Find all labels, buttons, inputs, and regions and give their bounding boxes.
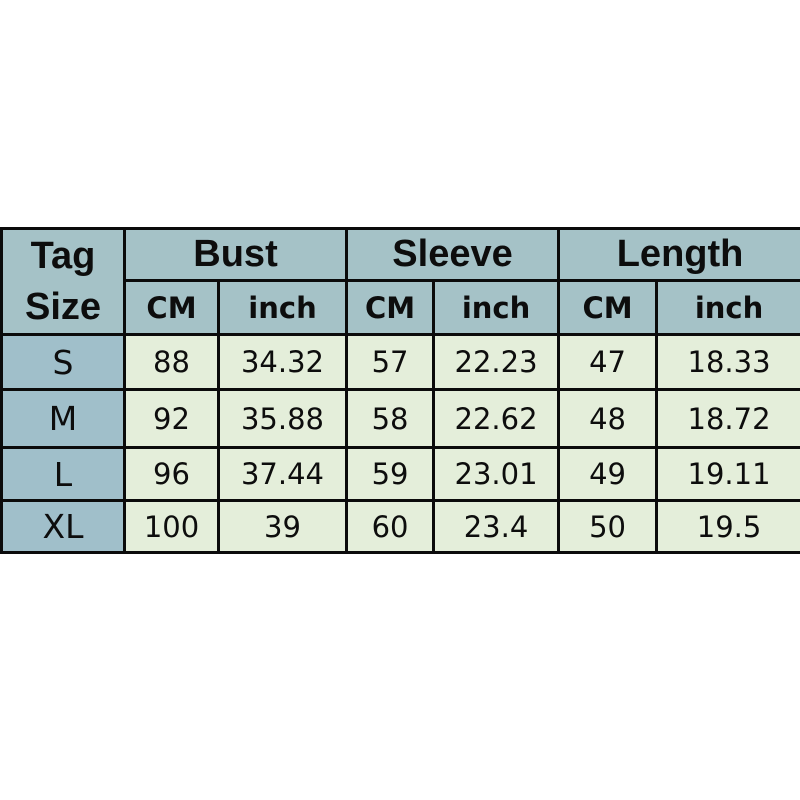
value-cell: 100 <box>123 499 220 554</box>
row-label-s: S <box>0 333 126 391</box>
subheader-sleeve-cm: CM <box>345 279 436 336</box>
value-cell: 50 <box>557 499 659 554</box>
value-cell: 37.44 <box>216 446 349 502</box>
table-row-xl: XL 100 39 60 23.4 50 19.5 <box>0 499 800 554</box>
value-cell: 57 <box>345 333 436 391</box>
header-group-row: Tag Size Bust Sleeve Length <box>0 227 800 336</box>
value-cell: 48 <box>557 388 659 449</box>
value-cell: 92 <box>123 388 220 449</box>
corner-header-line1: Tag <box>30 235 96 278</box>
subheader-bust-inch: inch <box>216 279 349 336</box>
value-cell: 18.72 <box>655 388 800 449</box>
value-cell: 35.88 <box>216 388 349 449</box>
table-row-s: S 88 34.32 57 22.23 47 18.33 <box>0 333 800 391</box>
value-cell: 59 <box>345 446 436 502</box>
row-label-xl: XL <box>0 499 126 554</box>
value-cell: 88 <box>123 333 220 391</box>
row-label-m: M <box>0 388 126 449</box>
header-sub-row: CM inch CM inch CM inch <box>2 279 800 336</box>
subheader-length-cm: CM <box>557 279 659 336</box>
column-group-bust: Bust <box>122 227 349 282</box>
column-group-sleeve: Sleeve <box>345 227 561 282</box>
table-row-l: L 96 37.44 59 23.01 49 19.11 <box>0 446 800 502</box>
value-cell: 58 <box>345 388 436 449</box>
value-cell: 19.5 <box>655 499 800 554</box>
size-chart-table: Tag Size Bust Sleeve Length CM inch CM i… <box>0 227 800 554</box>
value-cell: 22.62 <box>432 388 561 449</box>
row-label-l: L <box>0 446 126 502</box>
value-cell: 23.01 <box>432 446 561 502</box>
corner-header-tag-size: Tag Size <box>0 227 126 336</box>
value-cell: 22.23 <box>432 333 561 391</box>
value-cell: 34.32 <box>216 333 349 391</box>
value-cell: 60 <box>345 499 436 554</box>
value-cell: 19.11 <box>655 446 800 502</box>
corner-header-line2: Size <box>24 285 102 328</box>
table-row-m: M 92 35.88 58 22.62 48 18.72 <box>0 388 800 449</box>
value-cell: 49 <box>557 446 659 502</box>
subheader-bust-cm: CM <box>123 279 220 336</box>
column-group-length: Length <box>557 227 800 282</box>
value-cell: 47 <box>557 333 659 391</box>
subheader-sleeve-inch: inch <box>432 279 561 336</box>
value-cell: 39 <box>216 499 349 554</box>
value-cell: 23.4 <box>432 499 561 554</box>
value-cell: 18.33 <box>655 333 800 391</box>
subheader-length-inch: inch <box>655 279 800 336</box>
value-cell: 96 <box>123 446 220 502</box>
